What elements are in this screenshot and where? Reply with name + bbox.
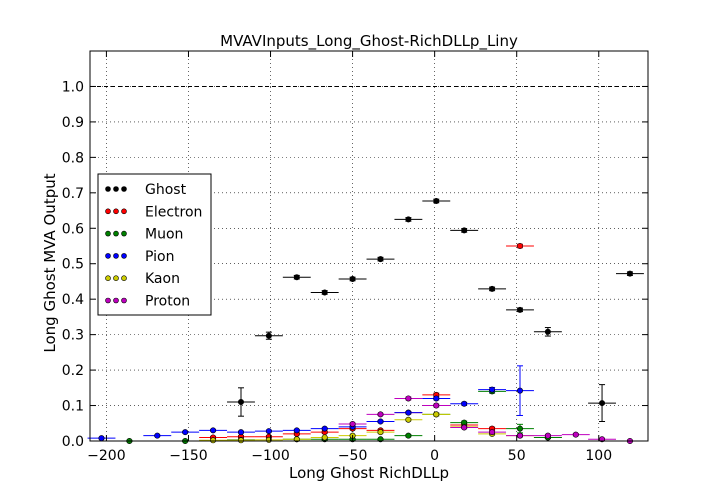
legend-marker: [121, 230, 127, 237]
data-point: [293, 427, 300, 434]
data-point: [182, 429, 189, 436]
data-point: [377, 411, 384, 418]
x-tick-label: −150: [169, 448, 207, 464]
x-tick-label: 0: [430, 448, 439, 464]
data-point: [544, 432, 551, 439]
data-point: [433, 402, 440, 409]
legend: Ghost Electron Muon Pion Kaon Proton: [97, 173, 212, 316]
data-point: [544, 328, 551, 335]
data-point: [405, 432, 412, 439]
data-point: [489, 429, 496, 436]
data-point: [405, 409, 412, 416]
y-axis-title: Long Ghost MVA Output: [41, 173, 59, 352]
data-point: [237, 398, 244, 405]
legend-marker: [105, 208, 111, 215]
data-point: [489, 285, 496, 292]
y-tick-label: 1.0: [62, 79, 84, 95]
legend-marker: [105, 230, 111, 237]
data-point: [154, 432, 161, 439]
legend-marker: [121, 275, 127, 282]
data-point: [237, 429, 244, 436]
legend-label-pion: Pion: [145, 249, 174, 265]
data-point: [210, 437, 217, 444]
legend-label-electron: Electron: [145, 204, 202, 220]
data-point: [265, 332, 272, 339]
series-ghost: [227, 197, 644, 422]
data-point: [210, 427, 217, 434]
data-point: [516, 306, 523, 313]
data-point: [516, 243, 523, 250]
data-point: [489, 386, 496, 393]
legend-marker: [105, 297, 111, 304]
legend-label-muon: Muon: [145, 227, 183, 243]
x-axis-title: Long Ghost RichDLLp: [289, 464, 449, 482]
legend-marker: [113, 297, 119, 304]
data-point: [433, 197, 440, 204]
legend-label-ghost: Ghost: [145, 182, 187, 198]
data-point: [321, 434, 328, 441]
y-tick-label: 0.1: [62, 399, 84, 415]
legend-marker: [121, 297, 127, 304]
legend-marker: [105, 275, 111, 282]
data-point: [433, 411, 440, 418]
legend-label-kaon: Kaon: [145, 271, 180, 287]
data-point: [516, 387, 523, 394]
data-point: [349, 420, 356, 427]
y-tick-label: 0.9: [62, 115, 84, 131]
y-tick-label: 0.5: [62, 257, 84, 273]
x-tick-label: 50: [508, 448, 526, 464]
x-tick-label: −100: [251, 448, 289, 464]
data-point: [405, 395, 412, 402]
data-point: [461, 424, 468, 431]
legend-marker: [105, 186, 111, 192]
x-tick-label: −200: [87, 448, 125, 464]
y-tick-label: 0.0: [62, 434, 84, 450]
legend-marker: [121, 253, 127, 259]
legend-marker: [113, 208, 119, 215]
y-tick-label: 0.3: [62, 328, 84, 344]
legend-marker: [121, 186, 127, 192]
data-point: [321, 425, 328, 432]
legend-marker: [113, 275, 119, 282]
legend-marker: [113, 230, 119, 237]
data-point: [237, 437, 244, 444]
legend-marker: [113, 253, 119, 259]
data-point: [265, 428, 272, 435]
data-point: [377, 418, 384, 425]
y-tick-label: 0.6: [62, 221, 84, 237]
y-tick-label: 0.8: [62, 150, 84, 166]
data-point: [405, 416, 412, 423]
data-point: [461, 227, 468, 234]
legend-marker: [113, 186, 119, 192]
data-point: [516, 432, 523, 439]
legend-marker: [105, 253, 111, 259]
data-point: [377, 429, 384, 436]
data-point: [433, 395, 440, 402]
y-tick-label: 0.2: [62, 363, 84, 379]
chart-title: MVAVInputs_Long_Ghost-RichDLLp_Liny: [220, 32, 518, 51]
legend-box: [97, 173, 212, 316]
data-point: [377, 256, 384, 263]
data-point: [572, 431, 579, 438]
data-point: [405, 216, 412, 223]
y-tick-label: 0.4: [62, 292, 84, 308]
legend-label-proton: Proton: [145, 294, 190, 310]
x-tick-label: 100: [585, 448, 612, 464]
data-point: [293, 274, 300, 281]
series-proton: [338, 395, 644, 444]
data-point: [516, 425, 523, 432]
y-tick-label: 0.7: [62, 186, 84, 202]
data-point: [349, 275, 356, 282]
data-point: [461, 400, 468, 407]
data-point: [599, 400, 606, 407]
legend-marker: [121, 208, 127, 215]
data-point: [626, 270, 633, 277]
x-tick-label: −50: [338, 448, 368, 464]
data-point: [321, 289, 328, 296]
series-pion: [87, 365, 534, 442]
data-point: [98, 435, 105, 442]
plot-frame: [89, 50, 649, 442]
